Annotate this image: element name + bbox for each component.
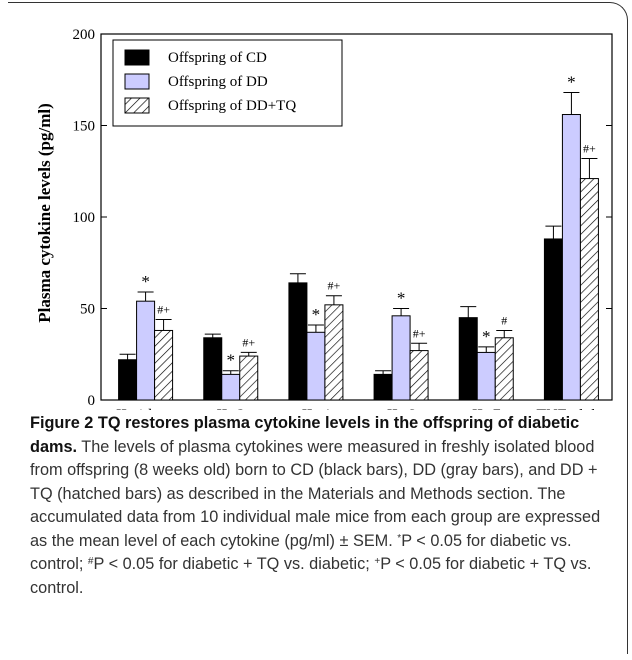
- y-tick-label: 100: [73, 210, 96, 226]
- significance-marker: #+: [242, 335, 255, 349]
- bar: [494, 337, 514, 401]
- caption-note-hash-symbol: #: [87, 556, 94, 567]
- bar-group: * #+: [203, 333, 259, 401]
- legend-label: Offspring of DD+TQ: [168, 98, 296, 114]
- caption-note-hash: P < 0.05 for diabetic + TQ vs. diabetic;: [93, 555, 375, 573]
- bar: [579, 178, 599, 401]
- significance-marker: *: [482, 327, 491, 346]
- caption-note-star-symbol: *: [397, 532, 402, 544]
- legend-swatch: [124, 73, 150, 90]
- bar-group: * #+: [543, 73, 599, 401]
- bar: [458, 317, 478, 401]
- bar: [306, 331, 326, 401]
- significance-marker: #: [501, 313, 507, 327]
- x-tick-label: IL-4: [302, 407, 330, 410]
- figure-caption: Figure 2 TQ restores plasma cytokine lev…: [30, 412, 615, 600]
- bar: [391, 315, 411, 401]
- y-tick-label: 200: [73, 27, 96, 43]
- significance-marker: #+: [583, 141, 596, 155]
- significance-marker: #+: [328, 279, 341, 293]
- bar: [221, 373, 241, 401]
- bar-groups: *#+*#+*#+*#+ *#*#+: [118, 73, 599, 401]
- bar: [136, 300, 156, 401]
- bar: [543, 238, 563, 401]
- bar: [203, 337, 223, 401]
- bar: [561, 114, 581, 401]
- legend-label: Offspring of CD: [168, 50, 267, 66]
- bar-group: * #+: [373, 289, 429, 401]
- bar: [409, 350, 429, 401]
- x-tick-label: TNF-alpha: [536, 407, 606, 410]
- y-tick-label: 50: [80, 302, 95, 318]
- legend-swatch: [124, 97, 150, 114]
- bar: [476, 351, 496, 401]
- significance-marker: *: [312, 305, 321, 324]
- x-axis-tick-labels: IL-1 beta IL-2 IL-4 IL-6 IL-7 TNF-alpha: [116, 407, 606, 410]
- caption-figure-label: Figure 2: [30, 414, 94, 432]
- figure-frame: [8, 2, 628, 654]
- bar: [239, 355, 259, 401]
- significance-marker: *: [141, 272, 150, 291]
- x-tick-label: IL-7: [472, 407, 500, 410]
- bar: [288, 282, 308, 401]
- bar-group: * #+: [288, 273, 344, 401]
- y-tick-label: 150: [73, 119, 96, 135]
- cytokine-bar-chart: Plasma cytokine levels (pg/ml) 0 50 100 150…: [35, 27, 613, 410]
- significance-marker: *: [227, 351, 236, 370]
- caption-note-plus-symbol: +: [374, 556, 381, 567]
- bar: [373, 373, 393, 401]
- legend-box: [112, 39, 343, 127]
- significance-marker: #+: [157, 302, 170, 316]
- x-tick-label: IL-2: [217, 407, 245, 410]
- caption-note-star: P < 0.05 for diabetic vs. control;: [30, 531, 572, 574]
- caption-title: TQ restores plasma cytokine levels in th…: [30, 414, 580, 456]
- y-axis-label: Plasma cytokine levels (pg/ml): [35, 103, 54, 323]
- significance-marker: *: [567, 73, 576, 92]
- chart-legend: Offspring of CD Offspring of DD Offspring …: [112, 39, 343, 127]
- bar: [324, 304, 344, 401]
- x-tick-label: IL-1 beta: [116, 407, 175, 410]
- y-axis-ticks: 0 50 100 150 200: [73, 27, 612, 409]
- bar-group: *#: [458, 306, 514, 401]
- significance-marker: *: [397, 289, 406, 308]
- bar-group: * #+: [118, 272, 174, 401]
- legend-swatch: [124, 49, 150, 66]
- x-tick-label: IL-6: [387, 407, 415, 410]
- bar: [118, 359, 138, 401]
- legend-label: Offspring of DD: [168, 74, 268, 90]
- y-tick-label: 0: [88, 393, 96, 409]
- significance-marker: #+: [413, 326, 426, 340]
- caption-note-plus: P < 0.05 for diabetic + TQ vs. control.: [30, 555, 592, 597]
- bar: [154, 329, 174, 401]
- caption-body: The levels of plasma cytokines were meas…: [30, 437, 601, 550]
